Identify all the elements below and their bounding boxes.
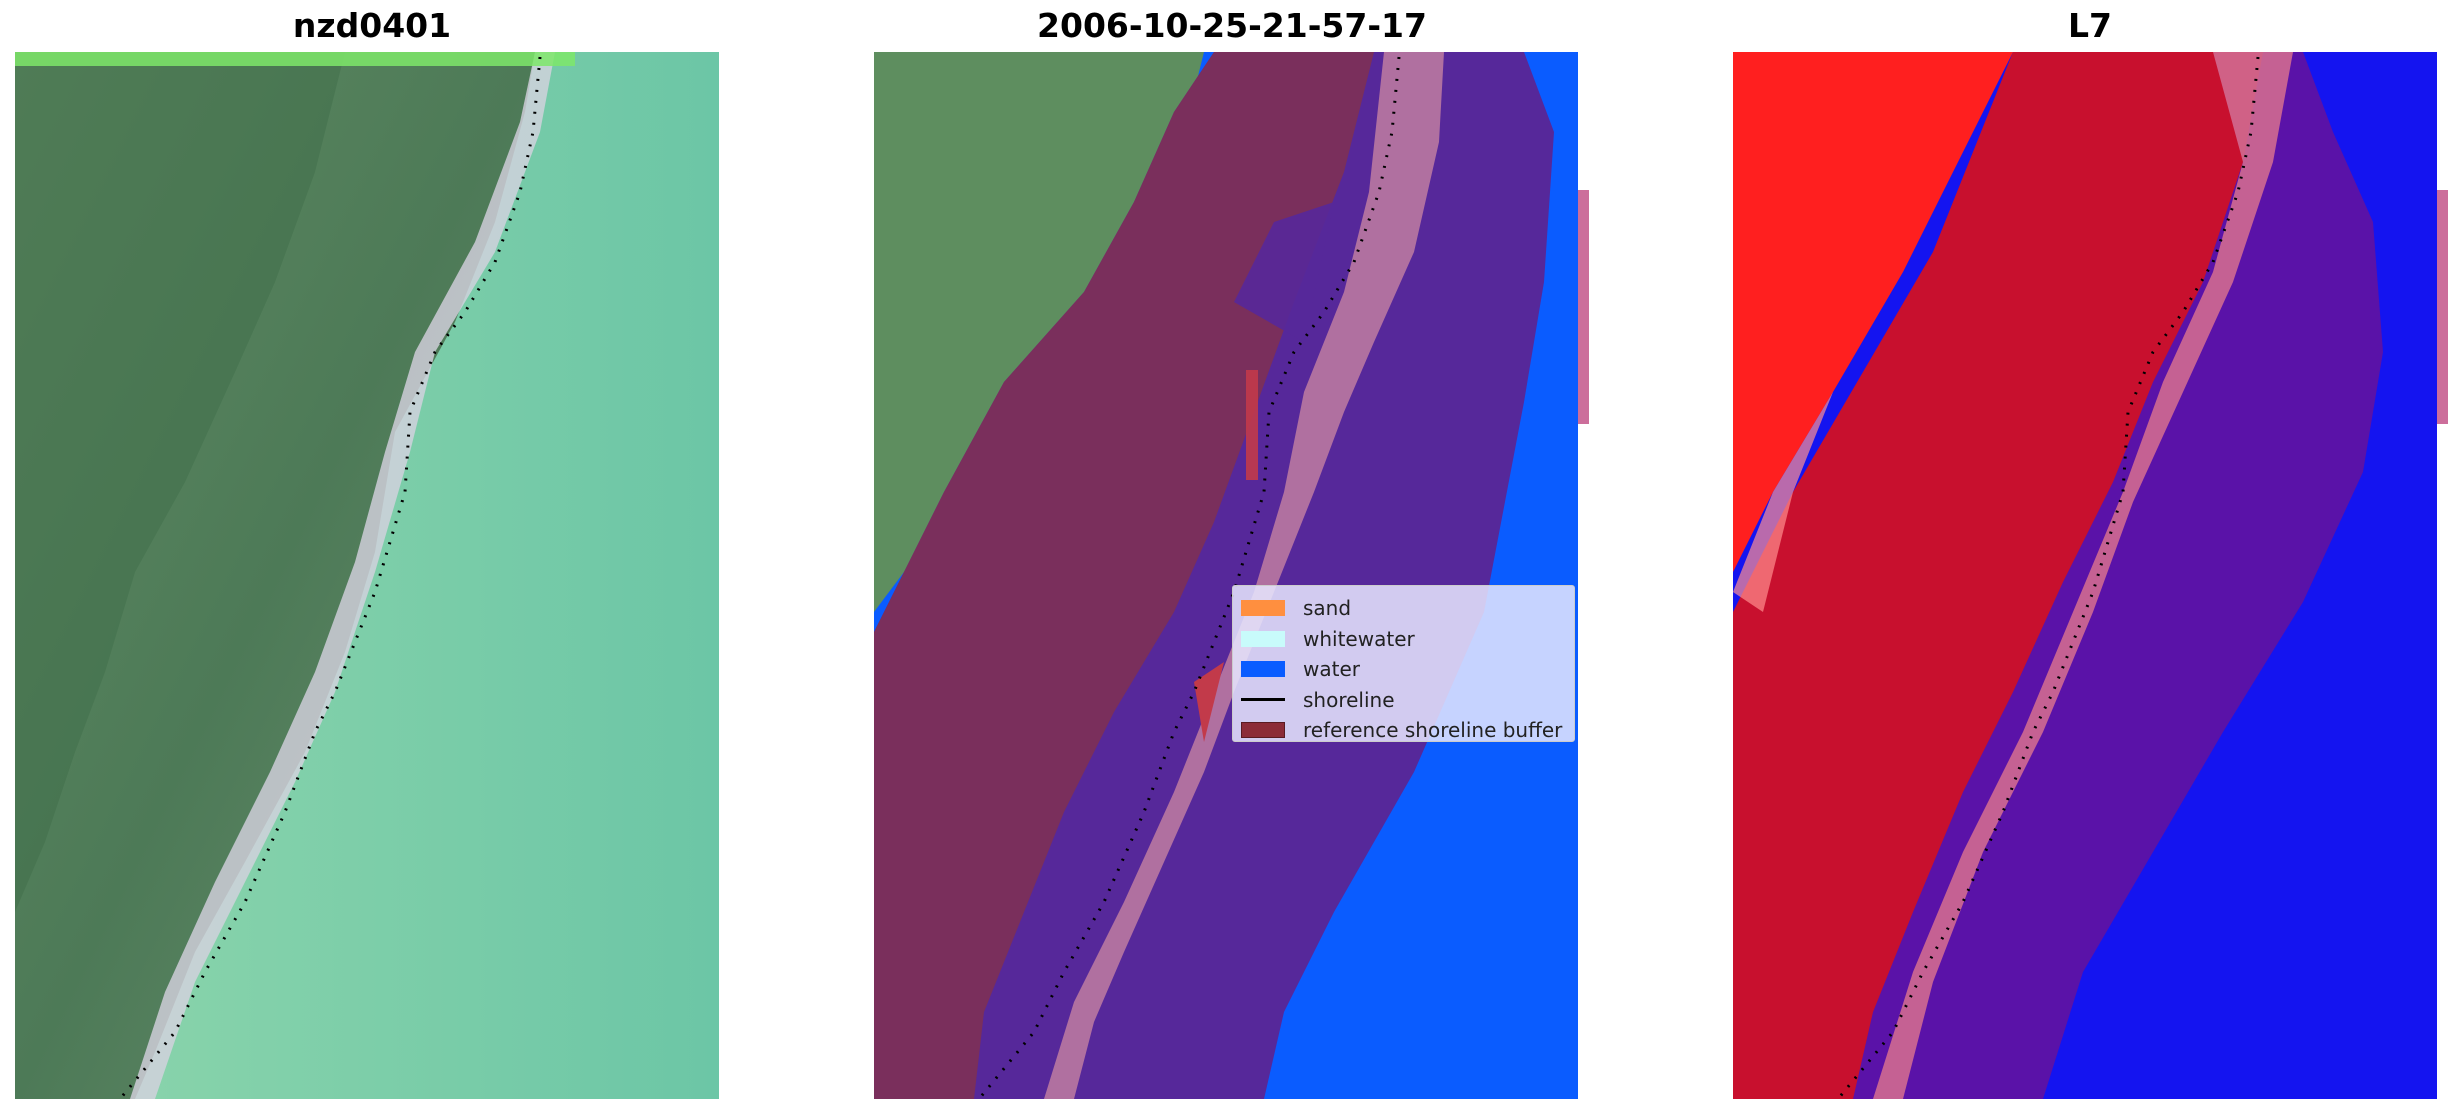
legend-item-water: water — [1241, 654, 1566, 685]
shoreline-line-icon — [1241, 698, 1285, 702]
legend-label: shoreline — [1303, 687, 1395, 712]
legend-item-sand: sand — [1241, 593, 1566, 624]
image-edge-strip-right — [2437, 190, 2448, 424]
water-swatch — [1241, 661, 1285, 678]
image-edge-strip — [1578, 190, 1589, 424]
classification-image — [874, 52, 1578, 1099]
buffer-swatch — [1241, 722, 1285, 739]
whitewater-swatch — [1241, 630, 1285, 647]
legend-label: water — [1303, 657, 1360, 682]
panel-title-left: nzd0401 — [292, 6, 452, 45]
rgb-image — [15, 52, 719, 1099]
legend-item-buffer: reference shoreline buffer — [1241, 715, 1566, 746]
legend-label: reference shoreline buffer — [1303, 718, 1563, 743]
index-image — [1733, 52, 2437, 1099]
index-panel — [1733, 52, 2437, 1099]
classification-panel — [874, 52, 1578, 1099]
sand-swatch — [1241, 600, 1285, 617]
rgb-image-panel — [15, 52, 719, 1099]
panel-title-right: L7 — [2068, 6, 2112, 45]
legend: sand whitewater water shoreline referenc… — [1232, 585, 1575, 742]
legend-item-whitewater: whitewater — [1241, 624, 1566, 655]
legend-label: sand — [1303, 596, 1352, 621]
legend-label: whitewater — [1303, 626, 1415, 651]
legend-item-shoreline: shoreline — [1241, 685, 1566, 716]
panel-title-middle: 2006-10-25-21-57-17 — [1037, 6, 1427, 45]
